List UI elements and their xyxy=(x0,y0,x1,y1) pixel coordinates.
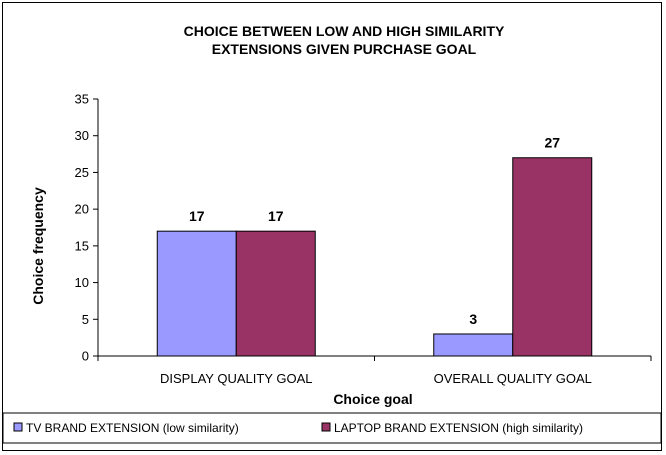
y-tick-label: 10 xyxy=(75,275,89,290)
category-label: DISPLAY QUALITY GOAL xyxy=(160,371,312,386)
legend-label: TV BRAND EXTENSION (low similarity) xyxy=(26,421,239,435)
data-label: 27 xyxy=(544,135,560,151)
legend-box xyxy=(2,412,662,444)
bar xyxy=(235,230,316,357)
legend-swatch xyxy=(321,422,331,432)
y-tick-labels: 0 5 10 15 20 25 30 35 xyxy=(75,92,89,364)
legend-label: LAPTOP BRAND EXTENSION (high similarity) xyxy=(334,421,583,435)
bar xyxy=(433,333,514,357)
x-axis-title: Choice goal xyxy=(333,391,412,407)
y-tick-label: 30 xyxy=(75,128,89,143)
data-labels: 17 17 3 27 xyxy=(189,135,560,327)
category-label: OVERALL QUALITY GOAL xyxy=(434,371,592,386)
y-tick-label: 0 xyxy=(82,349,89,364)
y-tick-label: 15 xyxy=(75,238,89,253)
y-tick-label: 35 xyxy=(75,92,89,107)
bar xyxy=(512,157,593,357)
y-tick-label: 20 xyxy=(75,202,89,217)
data-label: 3 xyxy=(469,311,477,327)
y-axis-title: Choice frequency xyxy=(30,187,46,305)
chart-title-line-1: CHOICE BETWEEN LOW AND HIGH SIMILARITY xyxy=(184,23,505,39)
bar-series xyxy=(156,157,593,357)
y-tick-label: 25 xyxy=(75,165,89,180)
data-label: 17 xyxy=(268,208,284,224)
category-labels: DISPLAY QUALITY GOAL OVERALL QUALITY GOAL xyxy=(160,371,592,386)
legend-swatch xyxy=(13,422,23,432)
chart-title-line-2: EXTENSIONS GIVEN PURCHASE GOAL xyxy=(212,41,477,57)
legend: TV BRAND EXTENSION (low similarity) LAPTO… xyxy=(13,421,583,435)
y-tick-label: 5 xyxy=(82,312,89,327)
bar xyxy=(156,230,237,357)
data-label: 17 xyxy=(189,208,205,224)
